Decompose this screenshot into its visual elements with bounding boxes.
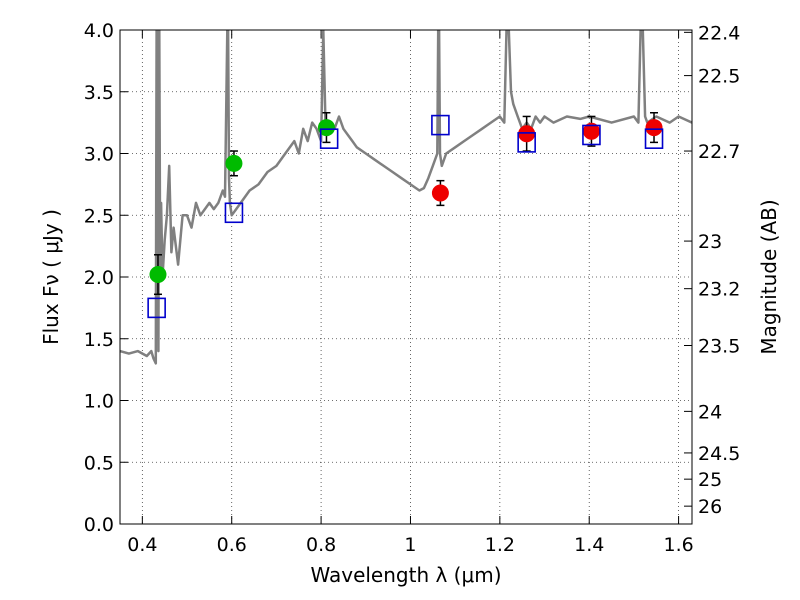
y-axis-title: Flux Fν ( μJy ) [39, 209, 63, 345]
y-tick-label: 1.5 [84, 329, 114, 351]
y-tick-label: 4.0 [84, 20, 114, 42]
green-data-point [317, 119, 335, 137]
y2-tick-label: 22.5 [698, 66, 740, 88]
y-tick-label: 3.0 [84, 144, 114, 166]
x-tick-label: 1.2 [485, 534, 515, 556]
y-tick-label: 1.0 [84, 391, 114, 413]
y-tick-label: 3.5 [84, 82, 114, 104]
x-tick-label: 0.8 [306, 534, 336, 556]
y-tick-label: 0.0 [84, 514, 114, 536]
green-data-point [149, 266, 167, 284]
x-tick-label: 0.4 [127, 534, 157, 556]
red-data-point [518, 125, 536, 143]
model-spectrum-line [120, 30, 692, 365]
y2-axis-title: Magnitude (AB) [757, 199, 781, 354]
y2-tick-label: 22.7 [698, 141, 740, 163]
y2-tick-label: 26 [698, 496, 722, 518]
blue-square-point [224, 202, 244, 224]
y2-tick-label: 22.4 [698, 22, 740, 44]
red-data-point [431, 184, 449, 202]
y2-tick-label: 24.5 [698, 443, 740, 465]
blue-square-point [431, 114, 450, 136]
x-tick-label: 1.4 [574, 534, 604, 556]
red-data-point [645, 119, 663, 137]
blue-square-point [582, 124, 601, 146]
blue-square-point [147, 297, 166, 319]
y-tick-label: 2.5 [84, 205, 114, 227]
green-data-point [225, 154, 243, 172]
y2-tick-label: 23.5 [698, 335, 740, 357]
x-tick-label: 1 [404, 534, 416, 556]
tick-marks [120, 29, 692, 525]
y2-tick-label: 23.2 [698, 279, 740, 301]
markers-layer [147, 111, 664, 319]
grid-lines [120, 29, 692, 525]
tick-labels: 0.4 0.6 0.8 1 1.2 1.4 1.6 0.0 0.5 1.0 1.5 2.0 2.5 3.0… [84, 20, 741, 556]
y2-tick-label: 23 [698, 231, 722, 253]
y2-tick-label: 24 [698, 401, 722, 423]
x-tick-label: 1.6 [663, 534, 693, 556]
blue-square-point [644, 128, 664, 149]
y-tick-label: 0.5 [84, 452, 114, 474]
y2-tick-label: 25 [698, 469, 722, 491]
model-spectrum-layer [120, 30, 692, 365]
y-tick-label: 2.0 [84, 267, 114, 289]
x-axis-title: Wavelength λ (μm) [310, 563, 501, 587]
blue-square-point [517, 132, 536, 153]
plot-frame [119, 29, 693, 525]
blue-square-point [319, 128, 339, 149]
x-tick-label: 0.6 [217, 534, 247, 556]
